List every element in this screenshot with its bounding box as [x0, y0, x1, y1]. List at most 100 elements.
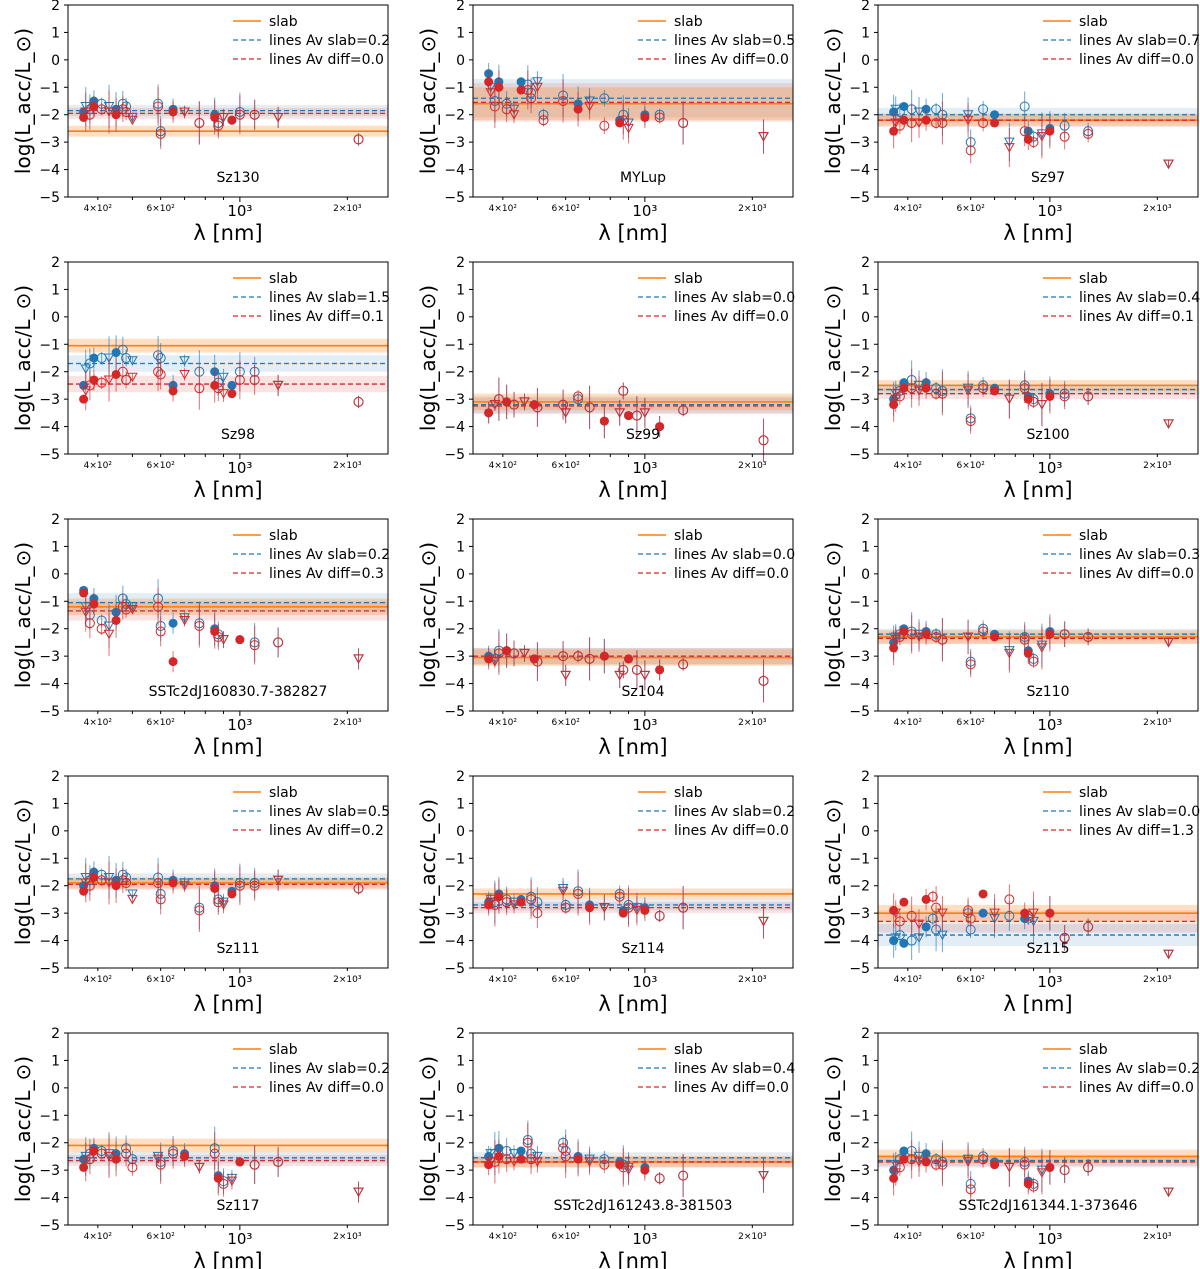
ytick-label: 1	[861, 1053, 870, 1069]
xtick-label: 2×10³	[333, 1232, 362, 1242]
diff-av-point-open	[678, 1170, 689, 1181]
xtick-label: 6×10²	[552, 1232, 581, 1242]
diff-av-point	[168, 386, 178, 396]
ytick-label: −4	[39, 163, 60, 179]
diff-av-point-open	[234, 880, 245, 891]
slab-av-point	[990, 110, 1000, 120]
diff-av-point-open	[931, 388, 942, 399]
diff-av-point	[899, 626, 909, 636]
slab-av-point-open	[96, 353, 107, 363]
slab-av-point	[168, 618, 178, 628]
slab-av-point-open	[894, 930, 905, 941]
diff-av-point-open	[234, 109, 245, 120]
diff-av-point	[624, 411, 634, 421]
diff-av-upper-limit	[913, 919, 925, 930]
diff-av-point	[516, 85, 526, 95]
panel-title: SSTc2dJ161243.8-381503	[554, 1198, 733, 1214]
ytick-label: −5	[849, 190, 870, 206]
ytick-label: −3	[39, 392, 60, 408]
legend-lines-slab-label: lines Av slab=0.0	[674, 290, 795, 306]
diff-av-point-open	[894, 391, 905, 402]
diff-av-point-open	[84, 618, 95, 629]
diff-av-point-open	[758, 435, 769, 446]
xtick-label: 10³	[227, 973, 252, 991]
diff-av-point-open	[1083, 631, 1094, 642]
xtick-label: 2×10³	[333, 461, 362, 471]
ytick-label: −2	[849, 622, 870, 638]
y-axis-label: log(L_acc/L_⊙)	[11, 285, 35, 431]
diff-av-point	[89, 872, 99, 882]
diff-av-point-open	[558, 96, 569, 106]
diff-av-point-open	[155, 369, 166, 380]
xtick-label: 2×10³	[738, 718, 767, 728]
diff-av-upper-limit	[623, 123, 634, 134]
diff-av-point-open	[1059, 131, 1070, 142]
diff-av-point-open	[1083, 391, 1094, 402]
diff-av-point	[89, 599, 99, 609]
y-axis-label: log(L_acc/L_⊙)	[821, 799, 845, 945]
axes-frame	[877, 1032, 1199, 1226]
diff-av-point-open	[906, 383, 917, 394]
diff-av-point-open	[155, 1159, 166, 1170]
ytick-label: 0	[51, 310, 60, 326]
diff-av-upper-limit	[103, 375, 115, 385]
diff-av-point	[79, 588, 89, 598]
ytick-label: 0	[51, 567, 60, 583]
diff-av-upper-limit	[1028, 908, 1039, 919]
diff-av-upper-limit	[353, 654, 364, 664]
diff-av-point	[210, 883, 220, 893]
diff-av-point-open	[153, 877, 164, 888]
slab-av-point-open	[978, 104, 989, 115]
ytick-label: 1	[456, 282, 465, 298]
ytick-label: −4	[849, 677, 870, 693]
xtick-label: 2×10³	[738, 461, 767, 471]
diff-av-point-open	[526, 894, 537, 905]
diff-av-upper-limit	[1036, 1168, 1048, 1178]
diff-av-point	[1023, 394, 1033, 404]
ytick-label: 0	[456, 824, 465, 840]
legend: slab lines Av slab=1.5 lines Av diff=0.1	[233, 271, 390, 325]
diff-av-upper-limit	[631, 905, 643, 916]
diff-av-upper-limit	[103, 107, 115, 117]
slab-av-point-open	[931, 104, 942, 115]
ytick-label: −4	[444, 163, 465, 179]
diff-av-point-open	[522, 1137, 533, 1148]
y-axis-label: log(L_acc/L_⊙)	[821, 1056, 845, 1202]
diff-av-upper-limit	[584, 101, 595, 112]
slab-av-upper-limit	[179, 613, 190, 623]
diff-av-point-open	[194, 117, 205, 128]
diff-av-upper-limit	[218, 635, 229, 645]
ytick-label: −5	[39, 961, 60, 977]
legend-lines-slab-label: lines Av slab=0.4	[674, 1061, 795, 1077]
xtick-label: 4×10²	[894, 204, 923, 214]
ytick-label: −1	[39, 80, 60, 96]
ytick-label: 2	[861, 512, 870, 528]
legend-lines-slab-label: lines Av slab=0.2	[269, 547, 390, 563]
diff-av-upper-limit	[758, 132, 769, 142]
legend-lines-slab-label: lines Av slab=1.5	[269, 290, 390, 306]
ytick-label: −3	[444, 1163, 465, 1179]
diff-av-point	[599, 651, 609, 661]
diff-av-upper-limit	[1163, 419, 1174, 429]
diff-av-upper-limit	[127, 372, 138, 383]
diff-av-point-open	[573, 391, 584, 402]
diff-av-upper-limit	[1036, 400, 1048, 410]
diff-av-point-open	[194, 383, 205, 394]
diff-av-point	[516, 897, 526, 907]
diff-av-point	[213, 1173, 223, 1183]
ytick-label: −4	[849, 163, 870, 179]
diff-av-point-open	[906, 629, 917, 640]
ytick-label: −5	[444, 704, 465, 720]
xtick-label: 6×10²	[957, 204, 986, 214]
y-axis-label: log(L_acc/L_⊙)	[416, 285, 440, 431]
diff-av-point-open	[96, 623, 107, 634]
axes-frame	[472, 518, 794, 712]
legend-lines-diff-label: lines Av diff=1.3	[1079, 823, 1194, 839]
axes-frame	[877, 261, 1199, 455]
diff-av-point-open	[153, 101, 164, 112]
diff-av-upper-limit	[218, 112, 229, 123]
diff-av-upper-limit	[1036, 643, 1048, 653]
diff-av-upper-limit	[218, 900, 229, 910]
diff-av-point-open	[937, 634, 948, 645]
diff-av-point-open	[937, 117, 948, 128]
